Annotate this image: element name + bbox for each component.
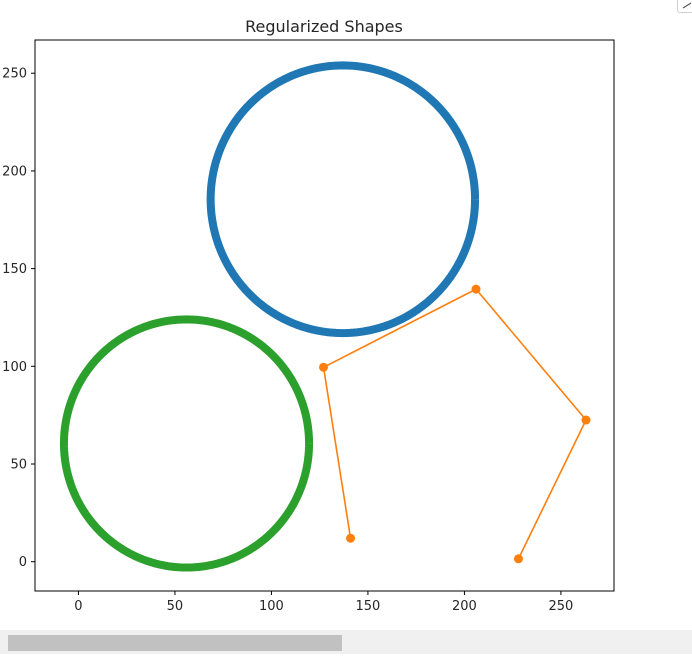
y-tick-label: 150 <box>2 262 27 277</box>
horizontal-scrollbar[interactable] <box>0 630 692 654</box>
polyline-point-0 <box>346 533 356 543</box>
polyline-point-3 <box>581 415 591 425</box>
x-tick-label: 250 <box>549 599 574 614</box>
chevron-up-icon <box>682 2 692 9</box>
x-tick-label: 100 <box>259 599 284 614</box>
polyline-point-4 <box>513 554 523 564</box>
polyline-shape-2 <box>319 284 591 564</box>
polyline-point-2 <box>471 284 481 294</box>
x-tick-label: 200 <box>452 599 477 614</box>
polyline-point-1 <box>319 362 329 372</box>
y-axis: 0 50 100 150 200 250 <box>2 67 35 570</box>
chart-marks <box>59 61 591 572</box>
x-axis: 0 50 100 150 200 250 <box>74 591 573 614</box>
x-tick-label: 150 <box>356 599 381 614</box>
axes-frame <box>34 39 615 592</box>
collapse-toggle[interactable] <box>677 0 692 13</box>
x-tick-label: 50 <box>167 599 184 614</box>
y-tick-label: 250 <box>2 67 27 82</box>
y-tick-label: 100 <box>2 360 27 375</box>
scrollbar-thumb[interactable] <box>8 635 342 651</box>
chart-title: Regularized Shapes <box>245 17 403 36</box>
x-tick-label: 0 <box>74 599 82 614</box>
chart-canvas: Regularized Shapes 0 50 100 150 200 250 0 50 10… <box>2 17 615 614</box>
y-tick-label: 200 <box>2 164 27 179</box>
circle-shape-0 <box>206 61 480 338</box>
y-tick-label: 50 <box>10 457 27 472</box>
y-tick-label: 0 <box>19 555 27 570</box>
circle-shape-1 <box>59 315 314 572</box>
circle-outline-0 <box>206 61 480 338</box>
circle-outline-1 <box>59 315 314 572</box>
